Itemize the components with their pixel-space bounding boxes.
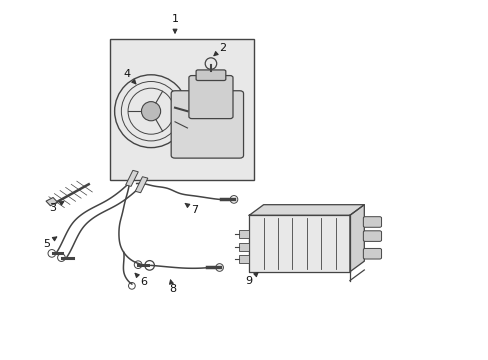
- FancyBboxPatch shape: [363, 248, 381, 259]
- Text: 9: 9: [245, 273, 258, 285]
- FancyBboxPatch shape: [363, 231, 381, 242]
- FancyBboxPatch shape: [363, 217, 381, 227]
- Text: 8: 8: [169, 280, 176, 294]
- Ellipse shape: [141, 102, 160, 121]
- Polygon shape: [249, 205, 364, 215]
- Polygon shape: [349, 205, 364, 272]
- Text: 2: 2: [213, 43, 226, 56]
- Bar: [238, 255, 249, 263]
- Bar: [238, 230, 249, 238]
- Text: 5: 5: [43, 237, 57, 248]
- Bar: [135, 177, 147, 193]
- Text: 4: 4: [123, 69, 136, 84]
- Bar: [46, 198, 58, 206]
- Text: 7: 7: [185, 203, 197, 215]
- Text: 3: 3: [49, 202, 63, 213]
- Bar: [125, 170, 138, 186]
- FancyBboxPatch shape: [196, 70, 225, 81]
- FancyBboxPatch shape: [171, 91, 243, 158]
- FancyBboxPatch shape: [188, 76, 232, 118]
- Text: 6: 6: [135, 273, 147, 287]
- Bar: [238, 243, 249, 251]
- Bar: [110, 39, 254, 180]
- Polygon shape: [249, 215, 349, 272]
- Text: 1: 1: [171, 14, 178, 33]
